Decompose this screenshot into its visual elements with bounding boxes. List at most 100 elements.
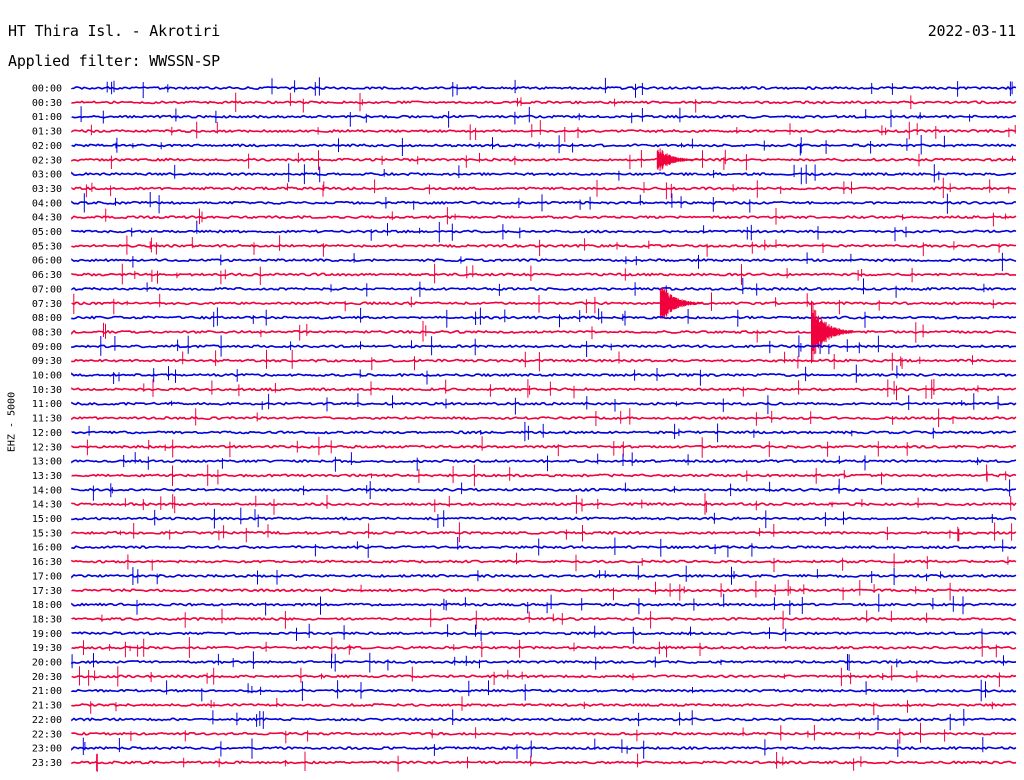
trace-1930 — [71, 645, 1017, 650]
spikes-1200 — [88, 421, 934, 443]
spikes-0930 — [182, 349, 973, 372]
trace-2100 — [71, 688, 1017, 693]
spikes-1800 — [136, 593, 964, 616]
spikes-1130 — [195, 408, 954, 428]
event-0830 — [811, 300, 854, 364]
spikes-0430 — [105, 207, 1007, 227]
spikes-0130 — [90, 120, 1016, 142]
trace-1730 — [71, 588, 1017, 593]
filter-label: Applied filter: WWSSN-SP — [8, 52, 220, 70]
time-tick-label: 16:00 — [32, 543, 62, 554]
time-tick-label: 17:00 — [32, 571, 62, 582]
time-tick-label: 20:30 — [32, 672, 62, 683]
trace-0500 — [71, 229, 1017, 234]
trace-0900 — [71, 344, 1017, 349]
time-tick-label: 13:00 — [32, 457, 62, 468]
time-tick-label: 09:00 — [32, 342, 62, 353]
spikes-0400 — [83, 192, 948, 214]
spikes-0230 — [110, 149, 1013, 171]
time-tick-label: 19:30 — [32, 643, 62, 654]
time-tick-label: 18:30 — [32, 614, 62, 625]
trace-2200 — [71, 717, 1017, 722]
spikes-0500 — [131, 220, 907, 243]
trace-1630 — [71, 559, 1017, 564]
time-tick-label: 00:30 — [32, 98, 62, 109]
trace-1800 — [71, 602, 1017, 607]
time-tick-label: 16:30 — [32, 557, 62, 568]
trace-0630 — [71, 272, 1017, 277]
trace-0400 — [71, 200, 1017, 205]
time-tick-label: 07:30 — [32, 299, 62, 310]
time-tick-label: 12:00 — [32, 428, 62, 439]
time-tick-label: 03:00 — [32, 170, 62, 181]
spikes-1000 — [113, 364, 898, 386]
trace-1400 — [71, 487, 1017, 492]
spikes-2000 — [71, 651, 1004, 673]
time-tick-label: 04:00 — [32, 198, 62, 209]
spikes-0800 — [213, 307, 866, 328]
time-tick-label: 15:00 — [32, 514, 62, 525]
trace-2030 — [71, 674, 1017, 679]
trace-0830 — [71, 329, 1017, 336]
time-tick-label: 19:00 — [32, 629, 62, 640]
spikes-1830 — [101, 608, 928, 630]
trace-1100 — [71, 401, 1017, 406]
time-tick-label: 11:30 — [32, 414, 62, 425]
spikes-0600 — [132, 252, 1003, 272]
spikes-2130 — [90, 696, 993, 716]
time-tick-label: 00:00 — [32, 84, 62, 95]
trace-1200 — [71, 430, 1017, 435]
time-tick-label: 05:00 — [32, 227, 62, 238]
event-0730 — [659, 287, 703, 319]
trace-0800 — [71, 315, 1017, 320]
trace-1300 — [71, 458, 1017, 464]
spikes-2330 — [96, 751, 862, 772]
trace-0330 — [71, 186, 1017, 191]
spikes-0730 — [73, 292, 994, 315]
trace-0300 — [71, 171, 1017, 177]
time-tick-label: 02:30 — [32, 155, 62, 166]
time-tick-label: 08:00 — [32, 313, 62, 324]
trace-0430 — [71, 215, 1017, 220]
time-tick-label: 10:30 — [32, 385, 62, 396]
time-tick-label: 09:30 — [32, 356, 62, 367]
time-tick-label: 07:00 — [32, 284, 62, 295]
time-tick-label: 01:30 — [32, 127, 62, 138]
time-tick-label: 10:00 — [32, 371, 62, 382]
time-tick-label: 23:30 — [32, 758, 62, 769]
time-tick-label: 22:00 — [32, 715, 62, 726]
time-tick-label: 15:30 — [32, 528, 62, 539]
time-tick-label: 14:00 — [32, 485, 62, 496]
time-tick-label: 12:30 — [32, 442, 62, 453]
time-tick-label: 13:30 — [32, 471, 62, 482]
spikes-2300 — [82, 737, 984, 759]
spikes-0700 — [146, 277, 985, 298]
trace-0530 — [71, 243, 1017, 249]
trace-2330 — [71, 760, 1017, 765]
time-tick-label: 06:30 — [32, 270, 62, 281]
trace-0130 — [71, 128, 1017, 134]
spikes-2230 — [130, 722, 946, 744]
time-tick-label: 11:00 — [32, 399, 62, 410]
spikes-1430 — [124, 493, 1012, 515]
time-tick-label: 17:30 — [32, 586, 62, 597]
trace-1230 — [71, 444, 1017, 449]
time-tick-label: 20:00 — [32, 658, 62, 669]
trace-1500 — [71, 516, 1017, 521]
spikes-1900 — [296, 623, 983, 644]
time-tick-label: 21:00 — [32, 686, 62, 697]
event-0230 — [656, 148, 700, 172]
spikes-1400 — [92, 478, 1011, 501]
trace-1830 — [71, 616, 1017, 622]
spikes-1730 — [360, 579, 951, 601]
spikes-1300 — [123, 452, 979, 472]
spikes-0100 — [80, 106, 971, 128]
trace-2230 — [71, 731, 1017, 736]
spikes-1030 — [143, 379, 979, 401]
spikes-0530 — [126, 235, 1000, 257]
trace-1900 — [71, 631, 1017, 636]
spikes-1530 — [119, 522, 1013, 543]
spikes-1930 — [83, 637, 997, 658]
trace-1700 — [71, 573, 1017, 579]
